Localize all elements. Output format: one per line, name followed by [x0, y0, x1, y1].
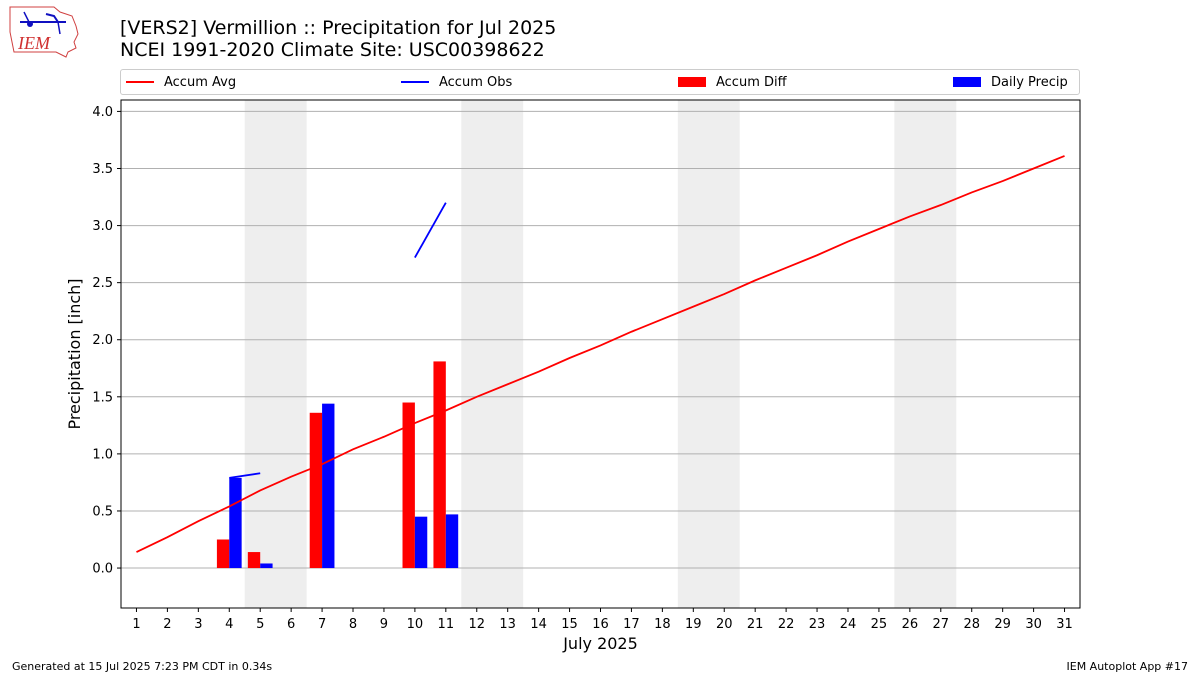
legend-label-accum-diff: Accum Diff	[716, 74, 787, 90]
bar-daily-precip-day-5	[260, 563, 273, 569]
generated-footer: Generated at 15 Jul 2025 7:23 PM CDT in …	[12, 660, 273, 673]
chart-legend: Accum Avg Accum Obs Accum Diff Daily Pre…	[120, 69, 1080, 95]
x-tick-label-25: 26	[902, 617, 919, 632]
x-tick-label-27: 28	[963, 617, 980, 632]
legend-label-daily-precip: Daily Precip	[991, 74, 1068, 90]
legend-label-accum-avg: Accum Avg	[164, 74, 237, 90]
y-tick-label-0: 0.0	[92, 562, 113, 577]
x-tick-label-6: 7	[318, 617, 326, 632]
plot-frame	[120, 99, 1081, 609]
weekend-band-1	[461, 100, 524, 608]
legend-item-daily-precip: Daily Precip	[953, 70, 1068, 94]
app-footer: IEM Autoplot App #17	[1066, 660, 1189, 673]
legend-item-accum-obs: Accum Obs	[401, 70, 512, 94]
x-tick-label-14: 15	[561, 617, 578, 632]
legend-swatch-accum-obs	[401, 81, 429, 83]
bar-daily-precip-day-11	[445, 514, 459, 569]
chart-title: [VERS2] Vermillion :: Precipitation for …	[120, 17, 557, 39]
chart-subtitle: NCEI 1991-2020 Climate Site: USC00398622	[120, 39, 545, 61]
line-accum-avg	[136, 155, 1065, 553]
legend-swatch-daily-precip	[953, 77, 981, 87]
x-tick-label-3: 4	[225, 617, 233, 632]
svg-text:IEM: IEM	[17, 33, 51, 53]
x-tick-label-24: 25	[871, 617, 888, 632]
bar-accum-diff-day-11	[433, 361, 446, 569]
x-tick-label-11: 12	[468, 617, 485, 632]
iem-logo: IEM	[9, 6, 79, 58]
y-tick-label-4: 2.0	[92, 333, 113, 348]
x-tick-label-8: 9	[380, 617, 388, 632]
y-tick-label-2: 1.0	[92, 447, 113, 462]
x-tick-label-13: 14	[530, 617, 547, 632]
y-tick-label-3: 1.5	[92, 390, 113, 405]
x-tick-label-18: 19	[685, 617, 702, 632]
bar-accum-diff-day-10	[402, 402, 415, 569]
weekend-band-2	[677, 100, 740, 608]
x-tick-label-15: 16	[592, 617, 609, 632]
x-tick-label-5: 6	[287, 617, 295, 632]
x-tick-label-30: 31	[1056, 617, 1073, 632]
x-tick-label-23: 24	[840, 617, 857, 632]
x-tick-label-26: 27	[933, 617, 950, 632]
bar-accum-diff-day-7	[309, 412, 323, 569]
x-tick-label-0: 1	[132, 617, 140, 632]
y-tick-label-6: 3.0	[92, 219, 113, 234]
x-tick-label-2: 3	[194, 617, 202, 632]
x-tick-label-17: 18	[654, 617, 671, 632]
x-tick-label-29: 30	[1025, 617, 1042, 632]
x-tick-label-7: 8	[349, 617, 357, 632]
x-axis-label: July 2025	[562, 634, 638, 653]
weekend-band-0	[244, 100, 307, 608]
bar-daily-precip-day-4	[229, 477, 242, 569]
y-tick-label-1: 0.5	[92, 504, 113, 519]
x-tick-label-16: 17	[623, 617, 640, 632]
x-tick-label-20: 21	[747, 617, 764, 632]
x-tick-label-4: 5	[256, 617, 264, 632]
x-tick-label-9: 10	[407, 617, 424, 632]
y-tick-label-8: 4.0	[92, 105, 113, 120]
bar-accum-diff-day-4	[216, 539, 230, 569]
legend-item-accum-avg: Accum Avg	[126, 70, 236, 94]
y-tick-label-5: 2.5	[92, 276, 113, 291]
bar-daily-precip-day-7	[322, 403, 335, 569]
x-tick-label-1: 2	[163, 617, 171, 632]
bar-accum-diff-day-5	[247, 552, 261, 569]
x-tick-label-10: 11	[438, 617, 455, 632]
y-tick-label-7: 3.5	[92, 162, 113, 177]
y-axis-label: Precipitation [inch]	[65, 278, 84, 429]
line-accum-obs-segment-1	[414, 202, 447, 258]
legend-swatch-accum-diff	[678, 77, 706, 87]
bar-daily-precip-day-10	[414, 516, 428, 569]
x-tick-label-19: 20	[716, 617, 733, 632]
x-tick-label-28: 29	[994, 617, 1011, 632]
line-accum-obs-segment-0	[229, 472, 261, 479]
legend-swatch-accum-avg	[126, 81, 154, 83]
weekend-band-3	[894, 100, 957, 608]
x-tick-label-22: 23	[809, 617, 826, 632]
legend-label-accum-obs: Accum Obs	[439, 74, 513, 90]
legend-item-accum-diff: Accum Diff	[678, 70, 787, 94]
x-tick-label-12: 13	[499, 617, 516, 632]
x-tick-label-21: 22	[778, 617, 795, 632]
